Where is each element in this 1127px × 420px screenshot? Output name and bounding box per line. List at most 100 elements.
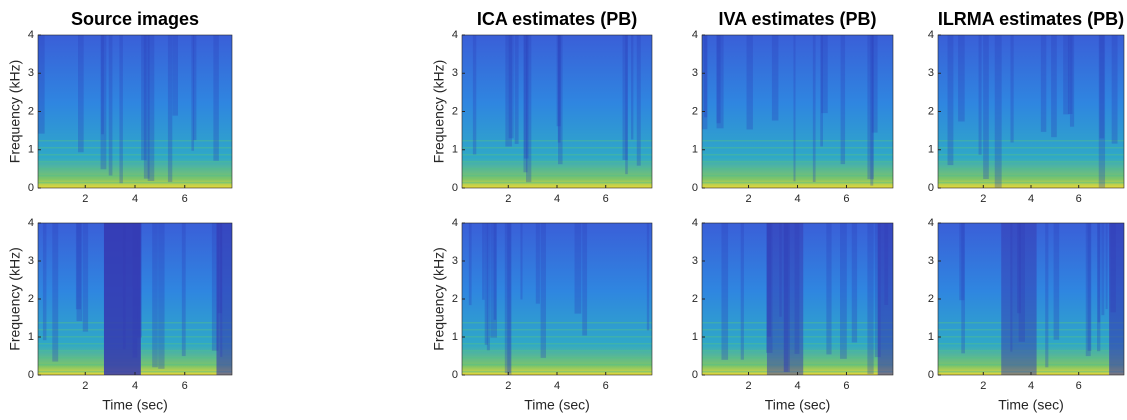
y-tick-label: 4	[928, 29, 934, 41]
y-tick-label: 2	[692, 293, 698, 305]
x-tick-label: 2	[82, 380, 88, 392]
spectrogram-band	[143, 35, 150, 179]
spectrogram-band	[1097, 223, 1101, 352]
y-tick-label: 1	[928, 331, 934, 343]
y-tick-label: 4	[692, 217, 698, 229]
y-tick-label: 3	[452, 255, 458, 267]
x-axis-label: Time (sec)	[765, 397, 831, 413]
x-tick-label: 2	[745, 380, 751, 392]
chart-title: IVA estimates (PB)	[718, 9, 876, 29]
y-tick-label: 1	[928, 144, 934, 156]
spectrogram-harmonics	[462, 321, 652, 375]
spectrogram-silence	[103, 223, 141, 375]
spectrogram-band	[867, 35, 874, 180]
spectrogram-band	[1099, 35, 1105, 139]
y-tick-label: 2	[452, 293, 458, 305]
spectrogram-band	[181, 223, 186, 357]
x-tick-label: 4	[1028, 193, 1034, 205]
spectrogram-band	[504, 223, 511, 374]
spectrogram-band	[468, 223, 472, 306]
spectrogram-band	[76, 223, 83, 322]
spectrogram-band	[721, 223, 729, 360]
spectrogram-band	[821, 35, 828, 114]
y-tick-label: 4	[452, 29, 458, 41]
y-tick-label: 3	[692, 67, 698, 79]
x-tick-label: 4	[794, 193, 800, 205]
spectrogram-band	[523, 35, 528, 173]
y-tick-label: 1	[28, 144, 34, 156]
chart-title: ICA estimates (PB)	[477, 9, 637, 29]
spectrogram-band	[38, 35, 45, 134]
spectrogram-band	[625, 35, 628, 175]
spectrogram-band	[193, 35, 197, 141]
spectrogram-band	[1010, 35, 1014, 143]
spectrogram-band	[191, 35, 195, 151]
spectrogram-silence	[766, 223, 804, 375]
spectrogram-band	[646, 223, 650, 331]
spectrogram-band	[812, 35, 816, 183]
y-tick-label: 0	[928, 182, 934, 194]
y-tick-label: 4	[28, 29, 34, 41]
spectrogram-band	[82, 223, 89, 332]
spectrogram-band	[78, 35, 84, 153]
y-tick-label: 0	[452, 182, 458, 194]
spectrogram-harmonics	[938, 134, 1124, 188]
y-tick-label: 4	[928, 217, 934, 229]
spectrogram-band	[472, 35, 477, 155]
x-tick-label: 4	[554, 193, 560, 205]
spectrogram-band	[636, 35, 641, 166]
y-tick-label: 2	[28, 105, 34, 117]
y-tick-label: 2	[928, 105, 934, 117]
spectrogram-band	[556, 35, 561, 127]
y-tick-label: 0	[452, 369, 458, 381]
x-tick-label: 6	[843, 193, 849, 205]
spectrogram-band	[108, 35, 113, 176]
spectrogram-band	[42, 223, 47, 341]
spectrogram-band	[520, 223, 523, 300]
x-tick-label: 2	[82, 193, 88, 205]
spectrogram-band	[1040, 35, 1047, 132]
y-axis-label: Frequency (kHz)	[431, 60, 447, 163]
y-axis-label: Frequency (kHz)	[7, 247, 23, 350]
spectrogram-band	[486, 223, 490, 351]
spectrogram-band	[526, 35, 532, 183]
y-tick-label: 1	[28, 331, 34, 343]
spectrogram-band	[52, 223, 59, 362]
spectrogram-band	[1085, 223, 1091, 357]
spectrogram-tail	[216, 223, 232, 375]
spectrogram-band	[211, 223, 219, 351]
spectrogram-band	[119, 35, 123, 184]
spectrogram-band	[961, 223, 965, 354]
spectrogram-band	[172, 35, 178, 116]
spectrogram-tail	[877, 223, 893, 375]
spectrogram-tail	[1109, 223, 1124, 375]
spectrogram-band	[493, 223, 497, 320]
spectrogram-band	[840, 35, 846, 165]
spectrogram-band	[1105, 223, 1108, 310]
x-tick-label: 6	[603, 380, 609, 392]
y-tick-label: 2	[28, 293, 34, 305]
y-tick-label: 1	[692, 331, 698, 343]
y-tick-label: 1	[452, 144, 458, 156]
spectrogram-band	[1063, 35, 1070, 115]
spectrogram-silence	[1001, 223, 1037, 375]
spectrogram-band	[983, 35, 989, 179]
spectrogram-band	[1045, 223, 1049, 368]
x-tick-label: 6	[843, 380, 849, 392]
x-tick-label: 6	[182, 193, 188, 205]
spectrogram-band	[867, 223, 874, 375]
spectrogram-band	[740, 223, 744, 360]
spectrogram-band	[871, 35, 878, 133]
spectrogram-band	[978, 35, 982, 155]
spectrogram-band	[1053, 223, 1060, 340]
spectrogram-band	[508, 35, 514, 139]
x-tick-label: 4	[1028, 380, 1034, 392]
spectrogram-band	[771, 35, 779, 121]
y-tick-label: 1	[452, 331, 458, 343]
spectrogram-band	[716, 35, 721, 124]
y-tick-label: 0	[692, 369, 698, 381]
spectrogram-band	[826, 223, 832, 355]
spectrogram-band	[482, 223, 485, 300]
spectrogram-band	[141, 35, 147, 161]
x-tick-label: 6	[603, 193, 609, 205]
